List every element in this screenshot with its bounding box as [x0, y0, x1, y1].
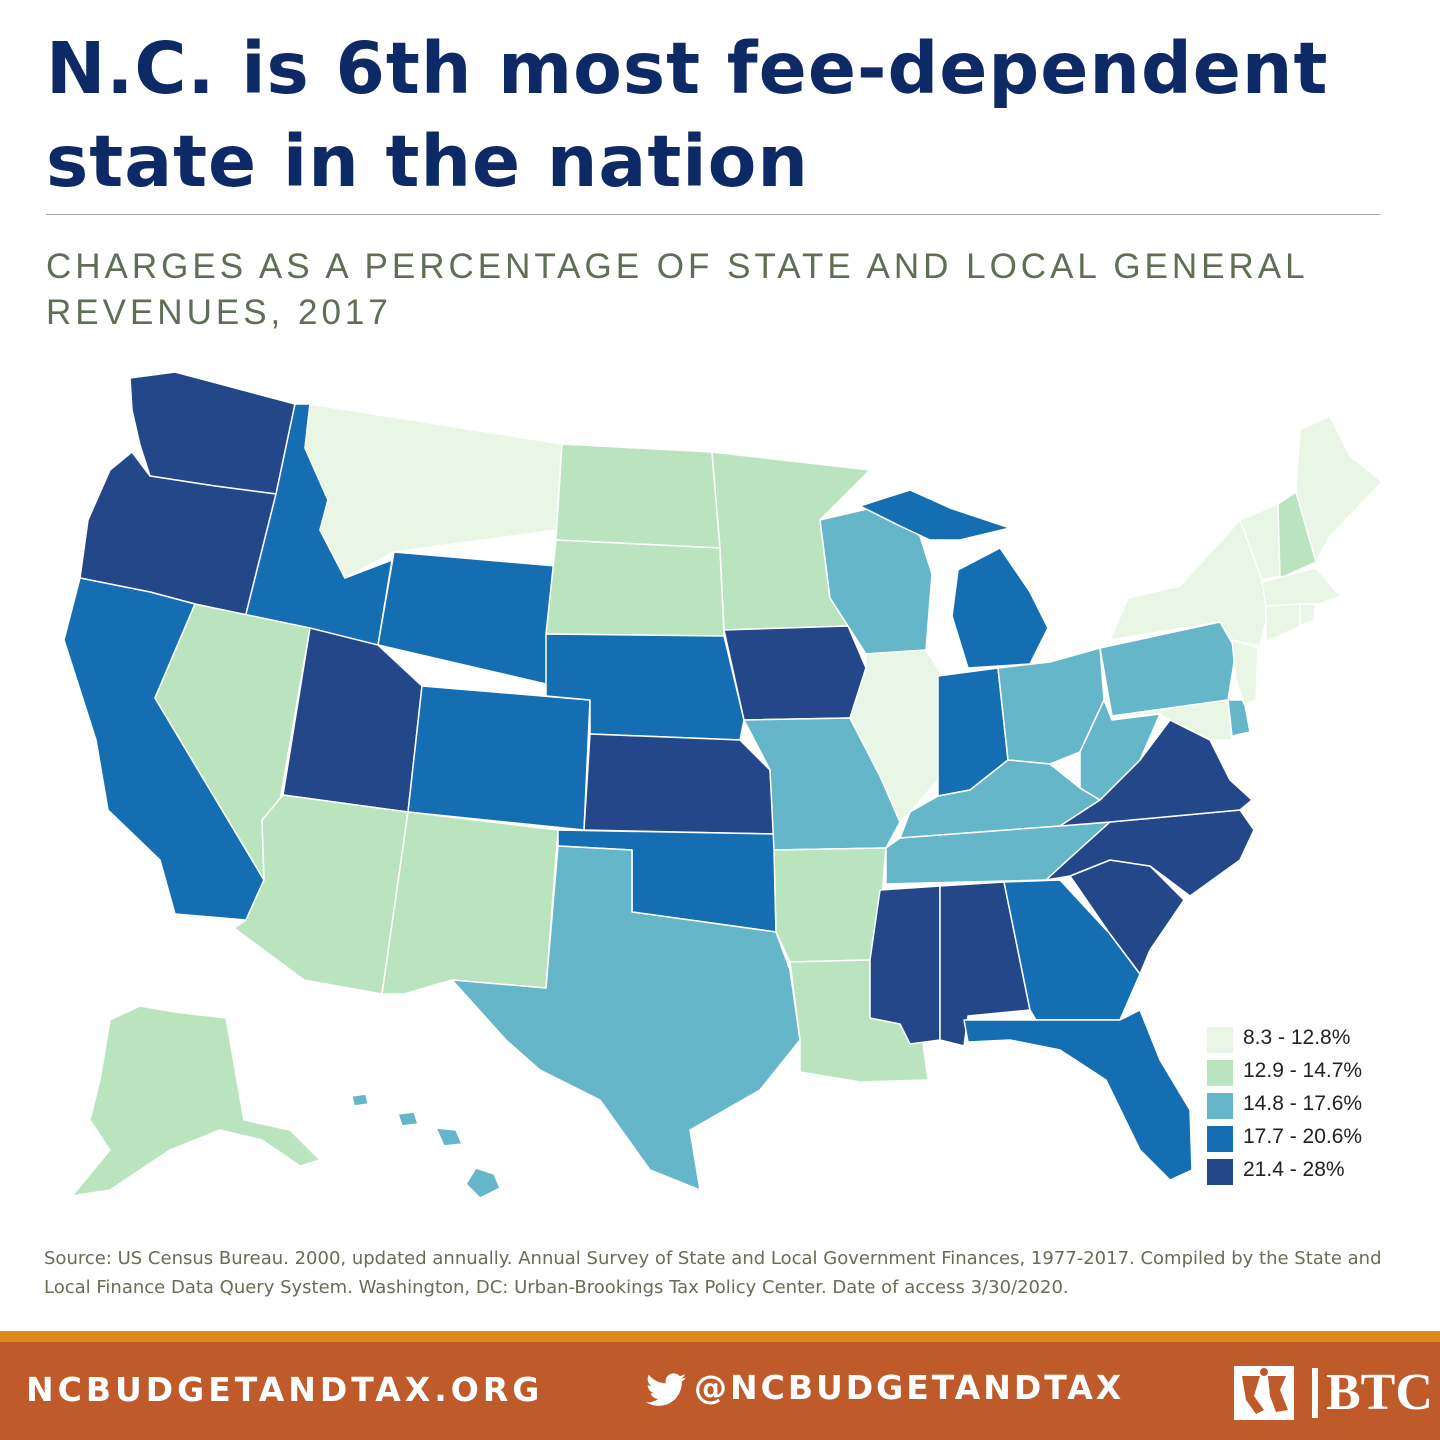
twitter-handle-link[interactable]: @NCBUDGETANDTAX: [646, 1368, 1124, 1407]
logo-text: BTC: [1326, 1364, 1433, 1421]
legend-swatch: [1207, 1027, 1233, 1053]
choropleth-map: [63, 371, 1383, 1199]
state-hi-maui: [435, 1127, 463, 1147]
legend-swatch: [1207, 1126, 1233, 1152]
state-ma: [1261, 567, 1341, 607]
state-wa: [129, 371, 296, 495]
state-wv: [1079, 699, 1161, 801]
state-hi-oahu: [397, 1111, 419, 1127]
state-il: [849, 649, 941, 823]
website-link[interactable]: NCBUDGETANDTAX.ORG: [26, 1370, 544, 1409]
state-fl: [963, 1009, 1193, 1181]
source-note: Source: US Census Bureau. 2000, updated …: [44, 1248, 1382, 1298]
state-hi-kauai: [351, 1093, 369, 1107]
legend-label: 21.4 - 28%: [1243, 1158, 1345, 1181]
state-sd: [545, 539, 725, 637]
state-ia: [723, 625, 867, 721]
legend-swatch: [1207, 1159, 1233, 1185]
state-nc: [1045, 809, 1255, 897]
state-ny: [1109, 519, 1267, 647]
state-nj: [1231, 639, 1259, 705]
state-ks: [583, 733, 775, 835]
legend-label: 14.8 - 17.6%: [1243, 1092, 1363, 1115]
state-co: [407, 685, 591, 831]
legend-swatch: [1207, 1093, 1233, 1119]
legend-label: 8.3 - 12.8%: [1243, 1026, 1351, 1049]
state-mi: [951, 547, 1049, 669]
state-ak: [71, 1005, 321, 1197]
legend-swatch: [1207, 1060, 1233, 1086]
state-nd: [555, 443, 721, 549]
state-me: [1295, 415, 1383, 563]
state-wy: [377, 551, 557, 685]
map-subtitle: CHARGES AS A PERCENTAGE OF STATE AND LOC…: [46, 247, 1308, 332]
state-hi-big: [465, 1167, 501, 1199]
footer: NCBUDGETANDTAX.ORG @NCBUDGETANDTAX BTC: [0, 1342, 1440, 1440]
footer-accent-bar: [0, 1331, 1440, 1342]
twitter-handle-text: @NCBUDGETANDTAX: [694, 1368, 1125, 1407]
state-de: [1227, 699, 1251, 737]
twitter-bird-icon: [646, 1372, 686, 1406]
state-ar: [773, 847, 887, 963]
state-ga: [1003, 879, 1141, 1021]
page-title: N.C. is 6th most fee-dependent state in …: [46, 27, 1329, 203]
legend-label: 17.7 - 20.6%: [1243, 1125, 1363, 1148]
state-ms: [869, 885, 941, 1045]
state-mi-upper: [859, 489, 1011, 541]
state-ca: [63, 577, 265, 921]
states-layer: [63, 371, 1383, 1199]
state-ct: [1265, 603, 1301, 643]
state-tx: [451, 845, 801, 1191]
state-ri: [1299, 603, 1317, 627]
btc-logo-icon: [1234, 1366, 1294, 1420]
state-pa: [1099, 621, 1237, 717]
logo-divider: [1312, 1368, 1318, 1418]
btc-logo: BTC: [1232, 1362, 1433, 1424]
title-divider: [46, 214, 1380, 215]
state-nm: [381, 811, 559, 995]
state-mt: [304, 403, 563, 579]
legend-label: 12.9 - 14.7%: [1243, 1059, 1363, 1082]
